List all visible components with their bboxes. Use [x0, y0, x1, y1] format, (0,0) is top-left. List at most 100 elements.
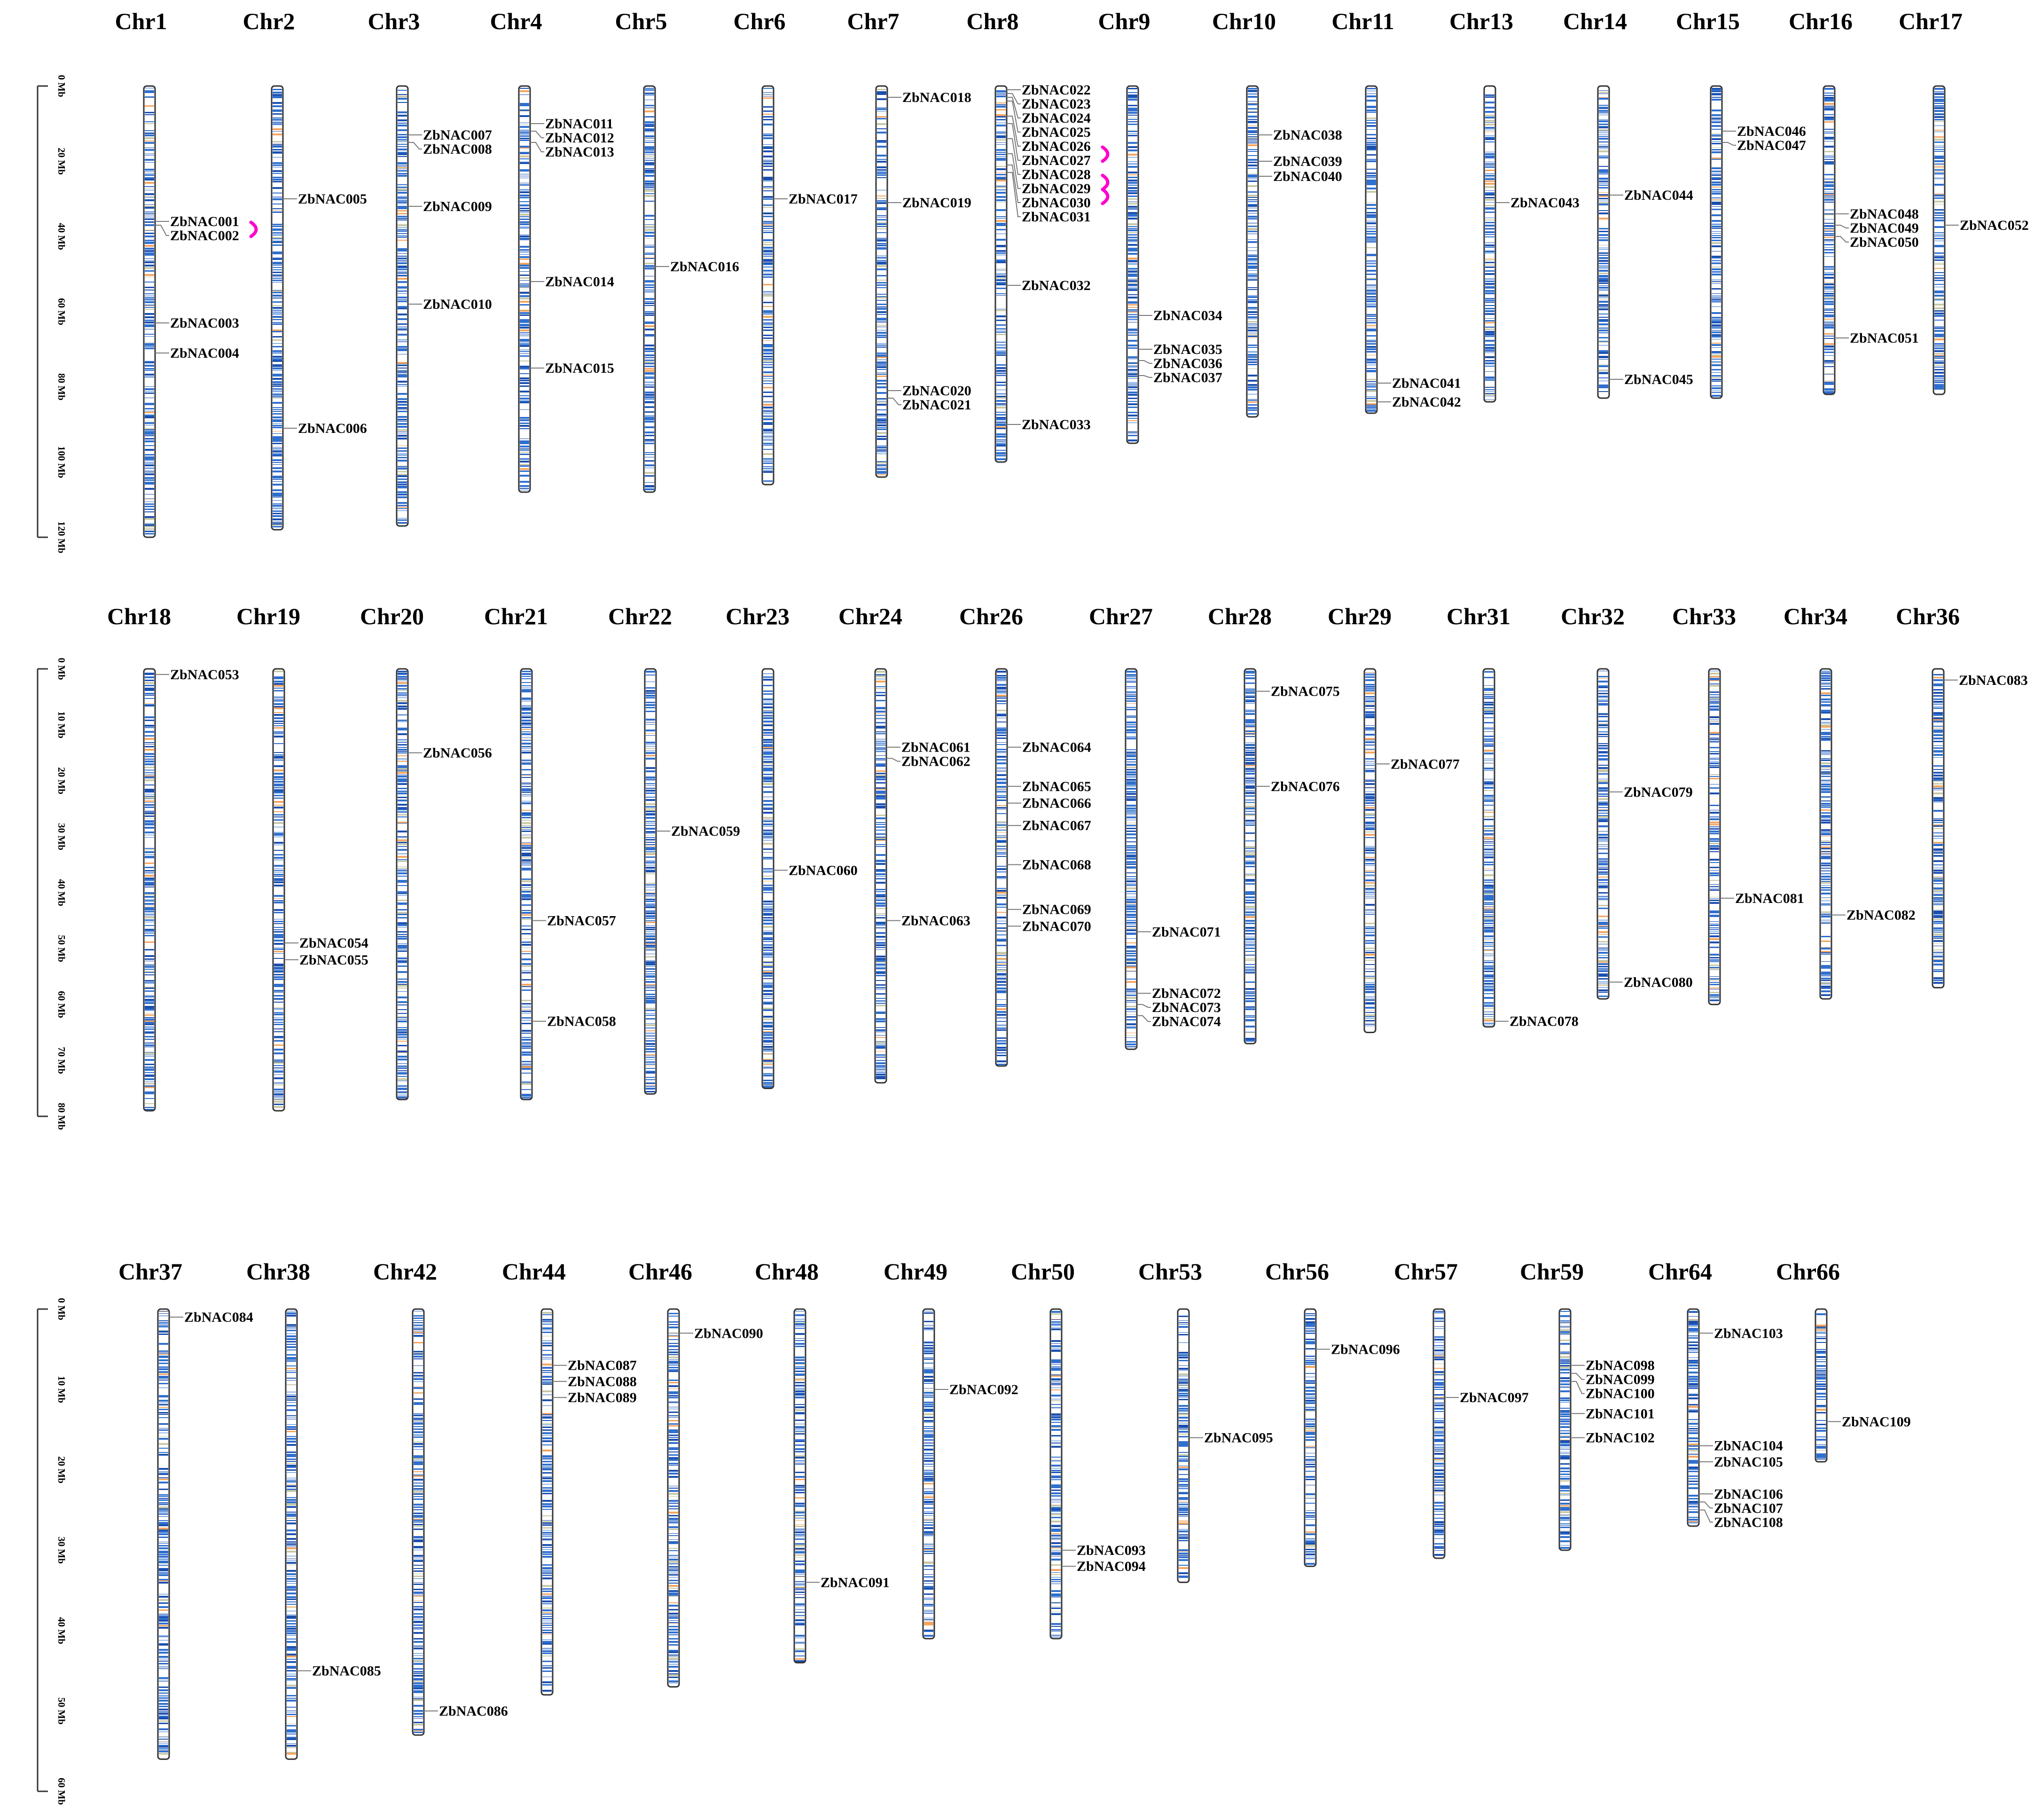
- density-band: [273, 307, 282, 309]
- density-band: [645, 488, 654, 490]
- density-band: [274, 1091, 283, 1092]
- density-band: [1934, 272, 1944, 273]
- density-band: [1127, 863, 1136, 865]
- density-band: [1248, 321, 1257, 322]
- density-band: [522, 959, 531, 960]
- density-band: [1710, 929, 1719, 930]
- density-band: [996, 137, 1006, 138]
- density-band: [1248, 128, 1257, 129]
- density-band: [1128, 190, 1137, 192]
- density-band: [398, 119, 407, 121]
- density-band: [1128, 142, 1137, 144]
- density-band: [645, 431, 654, 433]
- density-band: [398, 682, 407, 684]
- density-stripes: [763, 674, 773, 1088]
- density-band: [274, 731, 283, 733]
- density-band: [876, 773, 885, 774]
- density-band: [1485, 166, 1494, 168]
- density-band: [877, 239, 886, 241]
- density-band: [398, 769, 407, 770]
- density-band: [398, 486, 407, 488]
- density-band: [398, 484, 407, 485]
- density-band: [1245, 863, 1255, 864]
- density-band: [645, 406, 654, 407]
- density-band: [1484, 971, 1494, 972]
- density-band: [1367, 293, 1376, 295]
- density-band: [520, 417, 529, 419]
- density-band: [274, 995, 283, 996]
- gene-marker: ZbNAC028: [1007, 138, 1091, 182]
- density-band: [876, 878, 885, 879]
- density-band: [145, 159, 154, 161]
- density-band: [1245, 927, 1255, 929]
- density-band: [1484, 862, 1494, 863]
- density-band: [1248, 345, 1257, 346]
- density-band: [1598, 928, 1608, 929]
- density-band: [273, 267, 282, 268]
- density-band: [763, 937, 773, 939]
- density-band: [1365, 686, 1375, 688]
- density-band: [1245, 689, 1255, 690]
- density-band: [1598, 896, 1608, 897]
- density-band: [877, 376, 886, 377]
- density-band: [1484, 978, 1494, 979]
- density-band: [1933, 897, 1943, 899]
- density-band: [1367, 160, 1376, 162]
- density-stripes: [1485, 94, 1494, 400]
- density-band: [997, 1029, 1006, 1031]
- density-band: [763, 698, 773, 700]
- density-band: [763, 780, 773, 782]
- density-band: [520, 135, 529, 137]
- density-band: [522, 855, 531, 856]
- density-band: [145, 908, 154, 910]
- density-band: [1248, 127, 1257, 128]
- density-band: [398, 165, 407, 166]
- density-band: [1710, 753, 1719, 754]
- density-band: [398, 671, 407, 672]
- density-band: [1710, 996, 1719, 997]
- gene-marker: ZbNAC040: [1258, 169, 1342, 184]
- density-band: [996, 414, 1006, 416]
- density-band: [522, 760, 531, 761]
- density-band: [1599, 171, 1608, 173]
- density-band: [1367, 389, 1376, 390]
- density-band: [1934, 119, 1944, 120]
- gene-label: ZbNAC007: [423, 127, 492, 143]
- density-band: [520, 263, 529, 265]
- density-band: [646, 910, 655, 912]
- density-band: [1821, 853, 1831, 854]
- density-band: [1934, 277, 1944, 279]
- density-band: [1710, 776, 1719, 777]
- density-band: [1821, 881, 1831, 882]
- density-band: [763, 137, 773, 139]
- density-band: [1245, 832, 1255, 834]
- density-band: [1245, 948, 1255, 949]
- density-band: [1710, 935, 1719, 937]
- density-band: [1245, 914, 1255, 916]
- density-band: [145, 470, 154, 471]
- density-band: [145, 812, 154, 814]
- density-band: [877, 261, 886, 262]
- density-band: [1824, 210, 1834, 211]
- density-band: [996, 220, 1006, 222]
- density-band: [997, 888, 1006, 889]
- density-band: [1599, 249, 1608, 250]
- density-band: [1599, 210, 1608, 211]
- density-band: [159, 1311, 168, 1312]
- density-band: [1245, 879, 1255, 881]
- density-band: [645, 124, 654, 126]
- density-band: [646, 862, 655, 863]
- density-band: [398, 1017, 407, 1018]
- density-band: [1821, 760, 1831, 761]
- density-band: [877, 268, 886, 270]
- density-band: [997, 1047, 1006, 1049]
- density-band: [274, 1019, 283, 1020]
- density-band: [1248, 309, 1257, 310]
- density-band: [159, 1366, 168, 1368]
- density-band: [997, 892, 1006, 894]
- density-band: [1485, 94, 1494, 96]
- density-band: [1599, 120, 1608, 122]
- density-band: [398, 931, 407, 933]
- scale-label: 60 Mb: [56, 298, 67, 325]
- density-band: [877, 414, 886, 416]
